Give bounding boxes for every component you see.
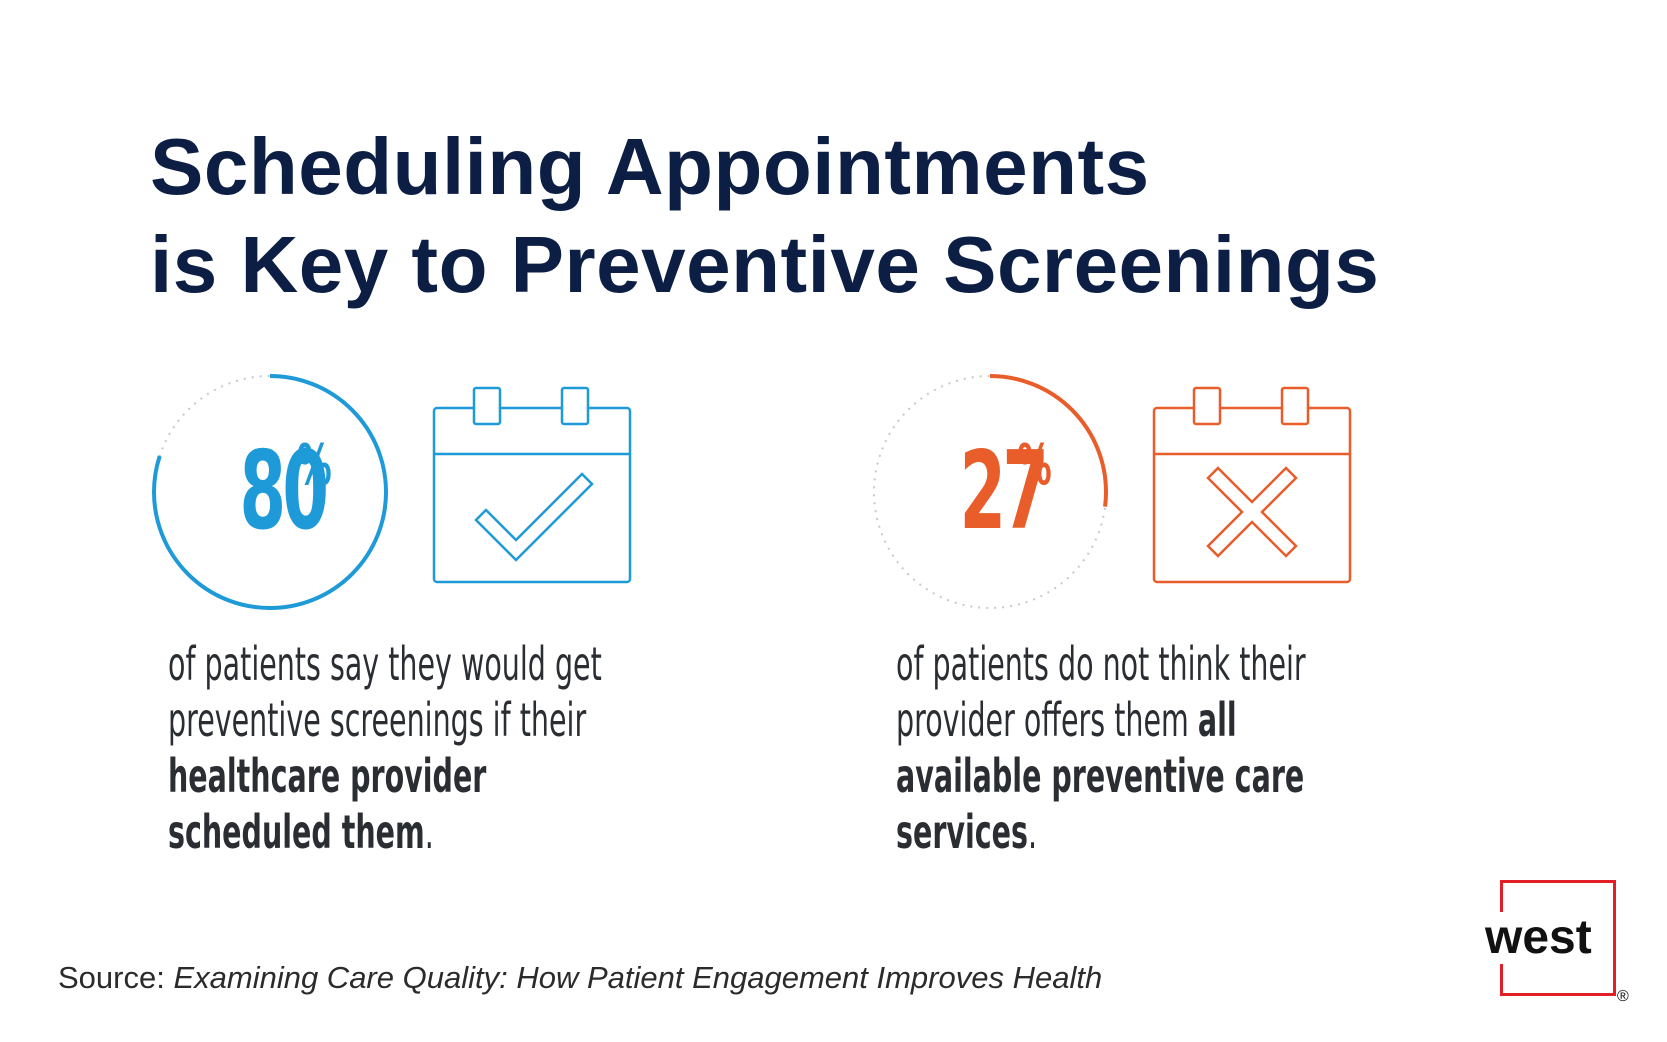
stat-value-27: 27 % bbox=[870, 372, 1110, 612]
title-line-2: is Key to Preventive Screenings bbox=[150, 220, 1380, 309]
progress-ring-80: 80 % bbox=[150, 372, 390, 612]
stat-highlight: all available preventive care services bbox=[896, 693, 1305, 859]
title-line-1: Scheduling Appointments bbox=[150, 122, 1150, 211]
stat-number: 80 bbox=[239, 429, 328, 554]
source-label: Source: bbox=[58, 960, 174, 995]
percent-sign: % bbox=[1017, 433, 1052, 498]
registered-mark: ® bbox=[1617, 988, 1629, 1005]
west-logo: west bbox=[1483, 911, 1594, 964]
percent-sign: % bbox=[297, 433, 332, 498]
progress-arc-27 bbox=[872, 374, 1108, 610]
stat-description-80: of patients say they would get preventiv… bbox=[168, 637, 602, 859]
source-citation: Source: Examining Care Quality: How Pati… bbox=[58, 960, 1102, 996]
stat-highlight: healthcare provider scheduled them bbox=[168, 749, 487, 859]
page-title: Scheduling Appointments is Key to Preven… bbox=[150, 118, 1379, 314]
stat-number: 27 bbox=[959, 429, 1048, 554]
stat-value-80: 80 % bbox=[150, 372, 390, 612]
stat-description-27: of patients do not think their provider … bbox=[896, 637, 1306, 859]
source-title: Examining Care Quality: How Patient Enga… bbox=[173, 960, 1103, 995]
progress-ring-27: 27 % bbox=[870, 372, 1110, 612]
calendar-x-icon bbox=[1152, 386, 1352, 584]
progress-arc-80 bbox=[152, 374, 388, 610]
calendar-check-icon bbox=[432, 386, 632, 584]
